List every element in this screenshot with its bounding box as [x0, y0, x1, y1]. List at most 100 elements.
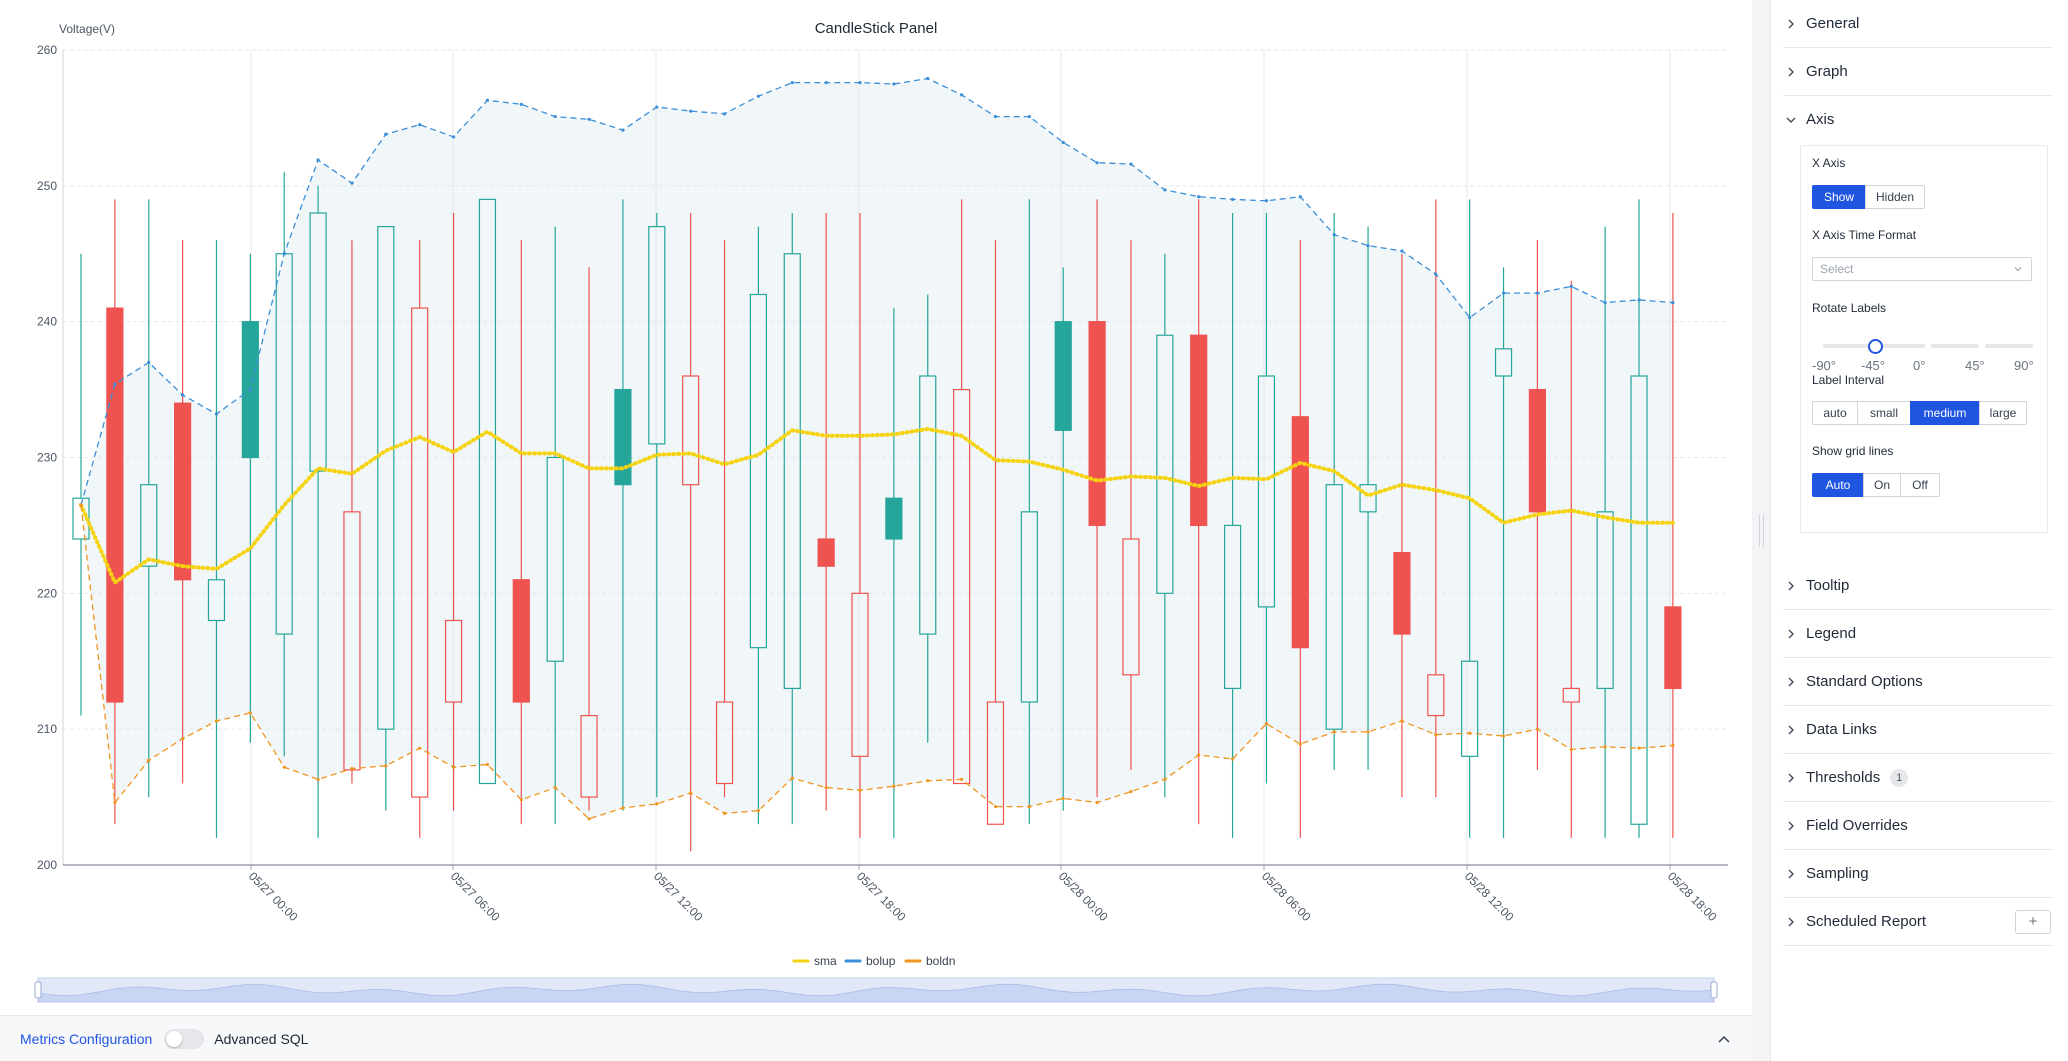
candle — [1122, 240, 1140, 770]
x-axis-option-hidden[interactable]: Hidden — [1865, 185, 1925, 209]
candle — [512, 240, 530, 825]
series-point-boldn — [960, 777, 964, 782]
grid-option-on[interactable]: On — [1863, 473, 1901, 497]
series-point-boldn — [1671, 743, 1675, 748]
grid-option-off[interactable]: Off — [1900, 473, 1940, 497]
candle-body — [1562, 687, 1580, 703]
series-point-bolup — [1671, 301, 1675, 305]
candle-body — [411, 307, 429, 798]
series-point-boldn — [1298, 742, 1302, 746]
y-tick-label: 260 — [37, 43, 57, 57]
advanced-sql-toggle[interactable] — [164, 1028, 205, 1049]
candle — [1562, 280, 1580, 838]
legend-item-sma[interactable]: sma — [792, 954, 837, 968]
section-general[interactable]: General — [1783, 0, 2053, 48]
section-legend[interactable]: Legend — [1783, 610, 2053, 658]
y-axis-label: Voltage(V) — [59, 22, 115, 36]
series-point-bolup — [384, 132, 388, 136]
interval-option-auto[interactable]: auto — [1812, 401, 1858, 425]
zoom-handle-right[interactable] — [1710, 981, 1718, 999]
candle-body — [885, 497, 903, 540]
add-report-button[interactable]: + — [2015, 909, 2051, 934]
series-point-boldn — [1434, 733, 1438, 737]
zoom-handle-left[interactable] — [34, 981, 42, 999]
section-label: Data Links — [1806, 721, 1877, 738]
candle — [1630, 199, 1648, 838]
time-format-select[interactable]: Select — [1812, 257, 2032, 281]
legend-item-bolup[interactable]: bolup — [844, 954, 896, 968]
section-data-links[interactable]: Data Links — [1783, 706, 2053, 754]
section-label: Standard Options — [1806, 673, 1923, 690]
candle-body — [1122, 538, 1140, 676]
candle — [1190, 199, 1208, 825]
candle-body — [1156, 334, 1174, 594]
legend-label: boldn — [926, 954, 955, 968]
legend[interactable]: sma bolup boldn — [792, 954, 955, 968]
x-tick-label: 05/28 06:00 — [1259, 869, 1314, 924]
interval-option-large[interactable]: large — [1979, 401, 2027, 425]
section-graph[interactable]: Graph — [1783, 48, 2053, 96]
series-point-boldn — [1366, 730, 1370, 734]
series-point-boldn — [621, 806, 625, 810]
candle — [1427, 199, 1445, 798]
series-point-bolup — [316, 158, 320, 162]
candle — [1223, 213, 1242, 838]
candle — [953, 199, 971, 785]
series-point-boldn — [1468, 731, 1472, 735]
chevron-up-icon[interactable] — [1717, 1033, 1731, 1045]
series-point-bolup — [1569, 284, 1573, 288]
panel-splitter[interactable] — [1752, 0, 1770, 1061]
series-point-bolup — [451, 135, 456, 139]
section-thresholds[interactable]: Thresholds 1 — [1783, 754, 2053, 802]
metrics-configuration-link[interactable]: Metrics Configuration — [20, 1030, 153, 1047]
candle-body — [1325, 484, 1343, 730]
section-field-overrides[interactable]: Field Overrides — [1783, 802, 2053, 850]
candle — [783, 213, 801, 825]
series-point-bolup — [993, 114, 998, 119]
x-axis-option-show[interactable]: Show — [1812, 185, 1866, 209]
series-point-bolup — [147, 360, 151, 365]
y-tick-label: 230 — [37, 451, 57, 465]
candle — [140, 199, 158, 798]
data-zoom-slider[interactable] — [34, 977, 1718, 1003]
series-point-bolup — [858, 81, 862, 85]
series-point-boldn — [1400, 719, 1404, 723]
section-label: Axis — [1806, 111, 1835, 128]
series-point-bolup — [181, 393, 185, 397]
candle — [174, 240, 192, 784]
series-point-bolup — [553, 114, 557, 119]
series-point-bolup — [824, 81, 828, 85]
legend-item-boldn[interactable]: boldn — [904, 954, 955, 968]
series-point-bolup — [1264, 199, 1269, 203]
section-label: Field Overrides — [1806, 817, 1908, 834]
slider-thumb[interactable] — [1868, 339, 1883, 354]
candle-body — [140, 484, 158, 567]
series-point-boldn — [1163, 777, 1167, 782]
grid-option-auto[interactable]: Auto — [1812, 473, 1864, 497]
candle — [919, 294, 937, 743]
rotate-labels-slider[interactable] — [1823, 338, 2035, 354]
interval-option-medium[interactable]: medium — [1910, 401, 1980, 425]
section-axis[interactable]: Axis — [1783, 96, 2053, 143]
section-standard-options[interactable]: Standard Options — [1783, 658, 2053, 706]
candle-body — [1223, 524, 1242, 690]
series-point-boldn — [519, 798, 523, 802]
candle — [749, 226, 768, 825]
series-point-bolup — [1129, 162, 1133, 166]
section-sampling[interactable]: Sampling — [1783, 850, 2053, 898]
interval-option-small[interactable]: small — [1857, 401, 1911, 425]
section-scheduled-report[interactable]: Scheduled Report + — [1783, 898, 2053, 946]
series-point-boldn — [1095, 800, 1099, 805]
candle-body — [1427, 674, 1445, 717]
series-line-bolup — [80, 77, 1673, 506]
candle-body — [1359, 484, 1377, 513]
series-point-boldn — [384, 764, 388, 768]
section-tooltip[interactable]: Tooltip — [1783, 562, 2053, 610]
series-point-boldn — [1332, 730, 1336, 734]
candle-body — [444, 619, 463, 703]
chevron-right-icon — [1788, 677, 1794, 686]
series-point-bolup — [1230, 197, 1235, 202]
candle-body — [749, 293, 768, 649]
series-point-bolup — [655, 105, 659, 109]
series-point-boldn — [1129, 790, 1133, 794]
